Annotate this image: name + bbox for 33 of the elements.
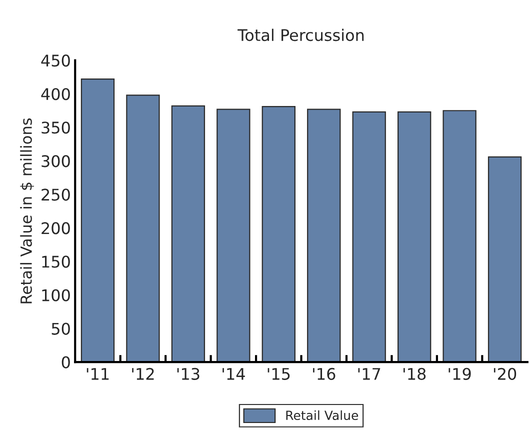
legend-label: Retail Value xyxy=(286,410,358,420)
bar xyxy=(80,78,115,362)
x-tick-label: '14 xyxy=(222,368,245,380)
bar xyxy=(442,110,476,362)
bar xyxy=(488,156,522,362)
chart-title: Total Percussion xyxy=(238,28,364,42)
y-tick-label: 250 xyxy=(42,188,70,201)
y-tick-label: 400 xyxy=(41,88,70,100)
x-tick-label: '13 xyxy=(177,368,200,380)
bar xyxy=(262,106,296,362)
y-tick-label: 450 xyxy=(41,54,70,67)
x-tick-label: '20 xyxy=(494,368,516,380)
bar xyxy=(307,108,341,362)
x-tick-label: '15 xyxy=(268,368,290,380)
y-tick-label: 150 xyxy=(42,256,70,268)
y-tick-label: 350 xyxy=(42,122,70,134)
y-tick-label: 100 xyxy=(42,289,70,302)
x-tick-label: '11 xyxy=(86,368,109,380)
y-axis-title: Retail Value in $ millions xyxy=(20,118,34,304)
bar xyxy=(126,94,160,362)
x-tick-label: '18 xyxy=(404,368,426,380)
y-tick-label: 50 xyxy=(52,322,70,335)
bar xyxy=(171,105,206,362)
bar xyxy=(398,111,432,362)
x-tick-label: '19 xyxy=(448,368,471,380)
bar xyxy=(352,111,386,362)
bar xyxy=(216,108,250,362)
x-tick-label: '12 xyxy=(132,368,154,380)
x-tick-label: '17 xyxy=(358,368,380,380)
y-tick-label: 300 xyxy=(42,155,70,168)
y-tick-label: 200 xyxy=(42,222,70,234)
y-tick-label: 0 xyxy=(62,356,70,368)
x-tick-label: '16 xyxy=(313,368,336,380)
